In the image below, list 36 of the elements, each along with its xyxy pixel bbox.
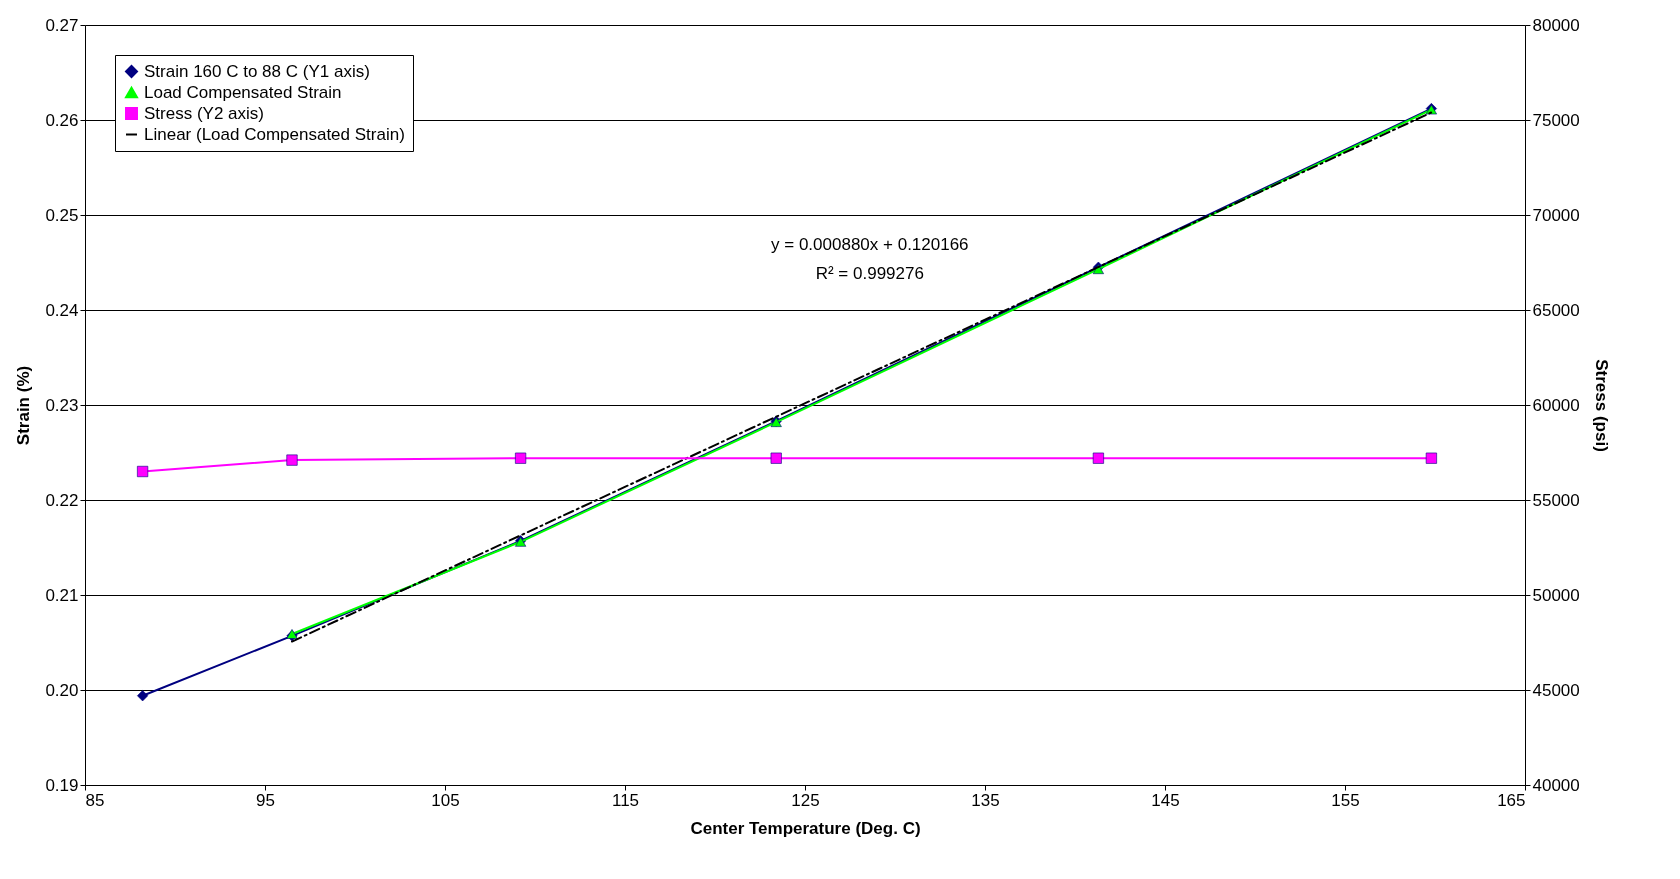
y-tick-label: 0.20 (45, 680, 79, 700)
y-tick-label: 0.27 (45, 15, 79, 35)
y-tick-label: 0.24 (45, 300, 79, 320)
y2-tick-label: 50000 (1532, 585, 1580, 605)
y2-axis-title: Stress (psi) (1591, 359, 1611, 452)
legend-label: Strain 160 C to 88 C (Y1 axis) (144, 61, 370, 81)
y-tick-label: 0.23 (45, 395, 79, 415)
x-tick-label: 105 (431, 790, 460, 810)
x-tick-label: 135 (971, 790, 1000, 810)
y-tick-label: 0.26 (45, 110, 79, 130)
x-tick-label: 155 (1331, 790, 1360, 810)
annotation: R² = 0.999276 (815, 264, 924, 284)
x-tick-label: 165 (1497, 790, 1526, 810)
x-tick-label: 115 (611, 790, 640, 810)
y-tick-label: 0.22 (45, 490, 79, 510)
y-tick-label: 0.19 (45, 775, 79, 795)
y2-tick-label: 40000 (1532, 775, 1580, 795)
annotation: y = 0.000880x + 0.120166 (771, 235, 969, 255)
y2-tick-label: 45000 (1532, 680, 1580, 700)
legend-label: Linear (Load Compensated Strain) (144, 124, 405, 144)
legend-label: Load Compensated Strain (144, 82, 342, 102)
y2-tick-label: 55000 (1532, 490, 1580, 510)
y-axis-title: Strain (%) (14, 365, 34, 446)
y-tick-label: 0.25 (45, 205, 79, 225)
x-tick-label: 85 (85, 790, 105, 810)
y2-tick-label: 70000 (1532, 205, 1580, 225)
y2-tick-label: 65000 (1532, 300, 1580, 320)
y2-tick-label: 60000 (1532, 395, 1580, 415)
x-axis-title: Center Temperature (Deg. C) (690, 818, 921, 838)
x-tick-label: 95 (256, 790, 275, 810)
y-tick-label: 0.21 (45, 585, 79, 605)
x-tick-label: 145 (1151, 790, 1180, 810)
y2-tick-label: 75000 (1532, 110, 1580, 130)
x-tick-label: 125 (791, 790, 820, 810)
y2-tick-label: 80000 (1532, 15, 1580, 35)
legend-label: Stress (Y2 axis) (144, 103, 264, 123)
